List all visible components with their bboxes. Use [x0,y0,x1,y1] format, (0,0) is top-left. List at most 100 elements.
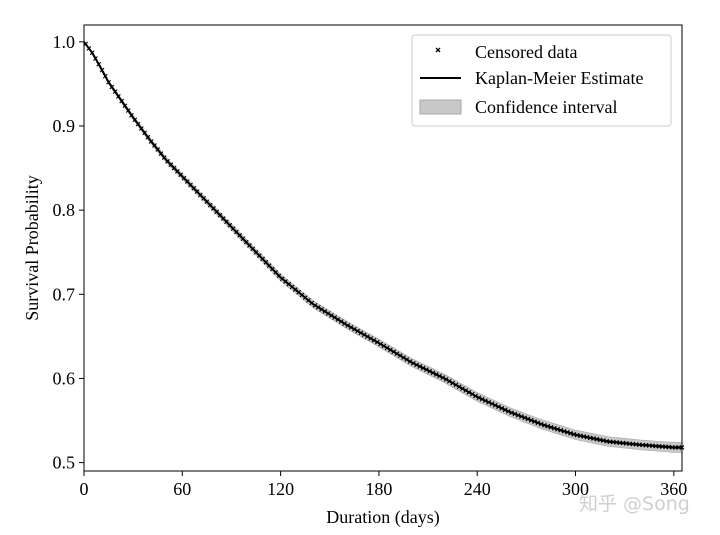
censored-marker [509,410,514,416]
censored-marker [453,382,459,388]
censored-marker [129,112,134,118]
legend-label-km: Kaplan-Meier Estimate [475,68,643,88]
censored-marker [427,368,433,374]
plot-frame [83,24,683,472]
censored-marker [387,347,393,353]
censored-marker [496,404,501,410]
censored-marker [401,355,406,360]
censored-marker [417,364,423,369]
x-tick-label: 300 [562,479,589,499]
censored-marker [371,337,377,343]
x-tick-label: 180 [365,479,392,499]
censored-marker [414,362,419,368]
censored-marker [551,425,557,431]
censored-marker [102,73,108,79]
censored-marker [469,391,475,397]
censored-marker [158,151,164,156]
censored-marker [541,422,547,428]
watermark: 知乎 @Song [579,493,690,515]
censored-marker [460,386,465,392]
censored-marker [89,50,95,56]
censored-marker [443,376,449,382]
censored-marker [535,420,541,426]
censored-marker [397,353,403,359]
censored-marker [319,307,324,312]
x-tick-label: 360 [660,479,687,499]
y-tick-label: 0.7 [53,284,76,304]
censored-marker [325,311,331,316]
censored-marker [404,357,410,362]
censored-marker [142,130,148,136]
censored-marker [505,408,511,414]
censored-marker [486,399,492,405]
censored-markers-layer [83,41,685,450]
y-axis-label: Survival Probability [22,175,42,321]
censored-marker [433,372,439,377]
censored-marker [548,424,554,430]
censored-marker [437,373,442,379]
censored-marker [93,56,98,61]
censored-marker [512,411,518,417]
censored-marker [332,315,338,320]
censored-marker [381,343,387,349]
x-tick-label: 0 [80,479,89,499]
censored-marker [161,155,167,161]
legend: Censored data Kaplan-Meier Estimate Conf… [411,34,672,127]
censored-marker [96,61,102,67]
legend-label-censored: Censored data [475,42,577,62]
x-axis-label: Duration (days) [326,507,439,528]
censored-marker [440,375,446,381]
censored-marker [309,300,315,306]
legend-box [411,34,672,127]
censored-marker [466,389,472,395]
censored-marker [476,395,482,401]
censored-marker [378,341,383,347]
censored-marker [368,336,374,341]
censored-marker [361,332,367,338]
censored-marker [312,303,318,308]
censored-marker [479,396,485,402]
censored-marker [522,415,528,421]
censored-marker [483,398,488,404]
censored-marker [345,323,351,328]
censored-marker [515,412,521,418]
censored-marker [473,393,478,399]
censored-marker [446,378,452,384]
censored-marker [424,367,429,373]
censored-marker [122,103,128,109]
censored-marker [538,421,544,427]
censored-marker [502,407,508,413]
censored-marker [348,324,354,330]
censored-marker [463,388,469,393]
censored-marker [489,401,495,407]
censored-marker [571,431,577,437]
censored-marker [420,365,426,371]
y-axis-ticks: 0.5 0.6 0.7 0.8 0.9 1.0 [53,32,84,473]
censored-marker [384,345,390,351]
censored-marker [338,319,344,324]
censored-marker [342,321,347,326]
censored-marker [315,305,321,310]
censored-marker [116,93,121,99]
y-tick-label: 0.5 [53,453,76,473]
censored-marker [119,98,125,104]
censored-marker [410,360,416,366]
censored-marker [528,417,534,423]
censored-marker [99,67,105,73]
censored-marker [407,359,413,364]
censored-marker [564,429,570,435]
censored-marker [86,46,92,51]
y-tick-label: 1.0 [53,32,76,52]
censored-marker [322,309,328,314]
legend-censored-marker [435,47,441,53]
censored-marker [109,84,115,90]
censored-marker [132,117,138,123]
censored-marker [135,121,141,127]
censored-marker [558,427,564,433]
legend-patch-ci [419,99,462,115]
censored-marker [430,370,436,376]
censored-marker [358,330,364,336]
censored-marker [125,108,131,113]
censored-marker [456,384,462,390]
